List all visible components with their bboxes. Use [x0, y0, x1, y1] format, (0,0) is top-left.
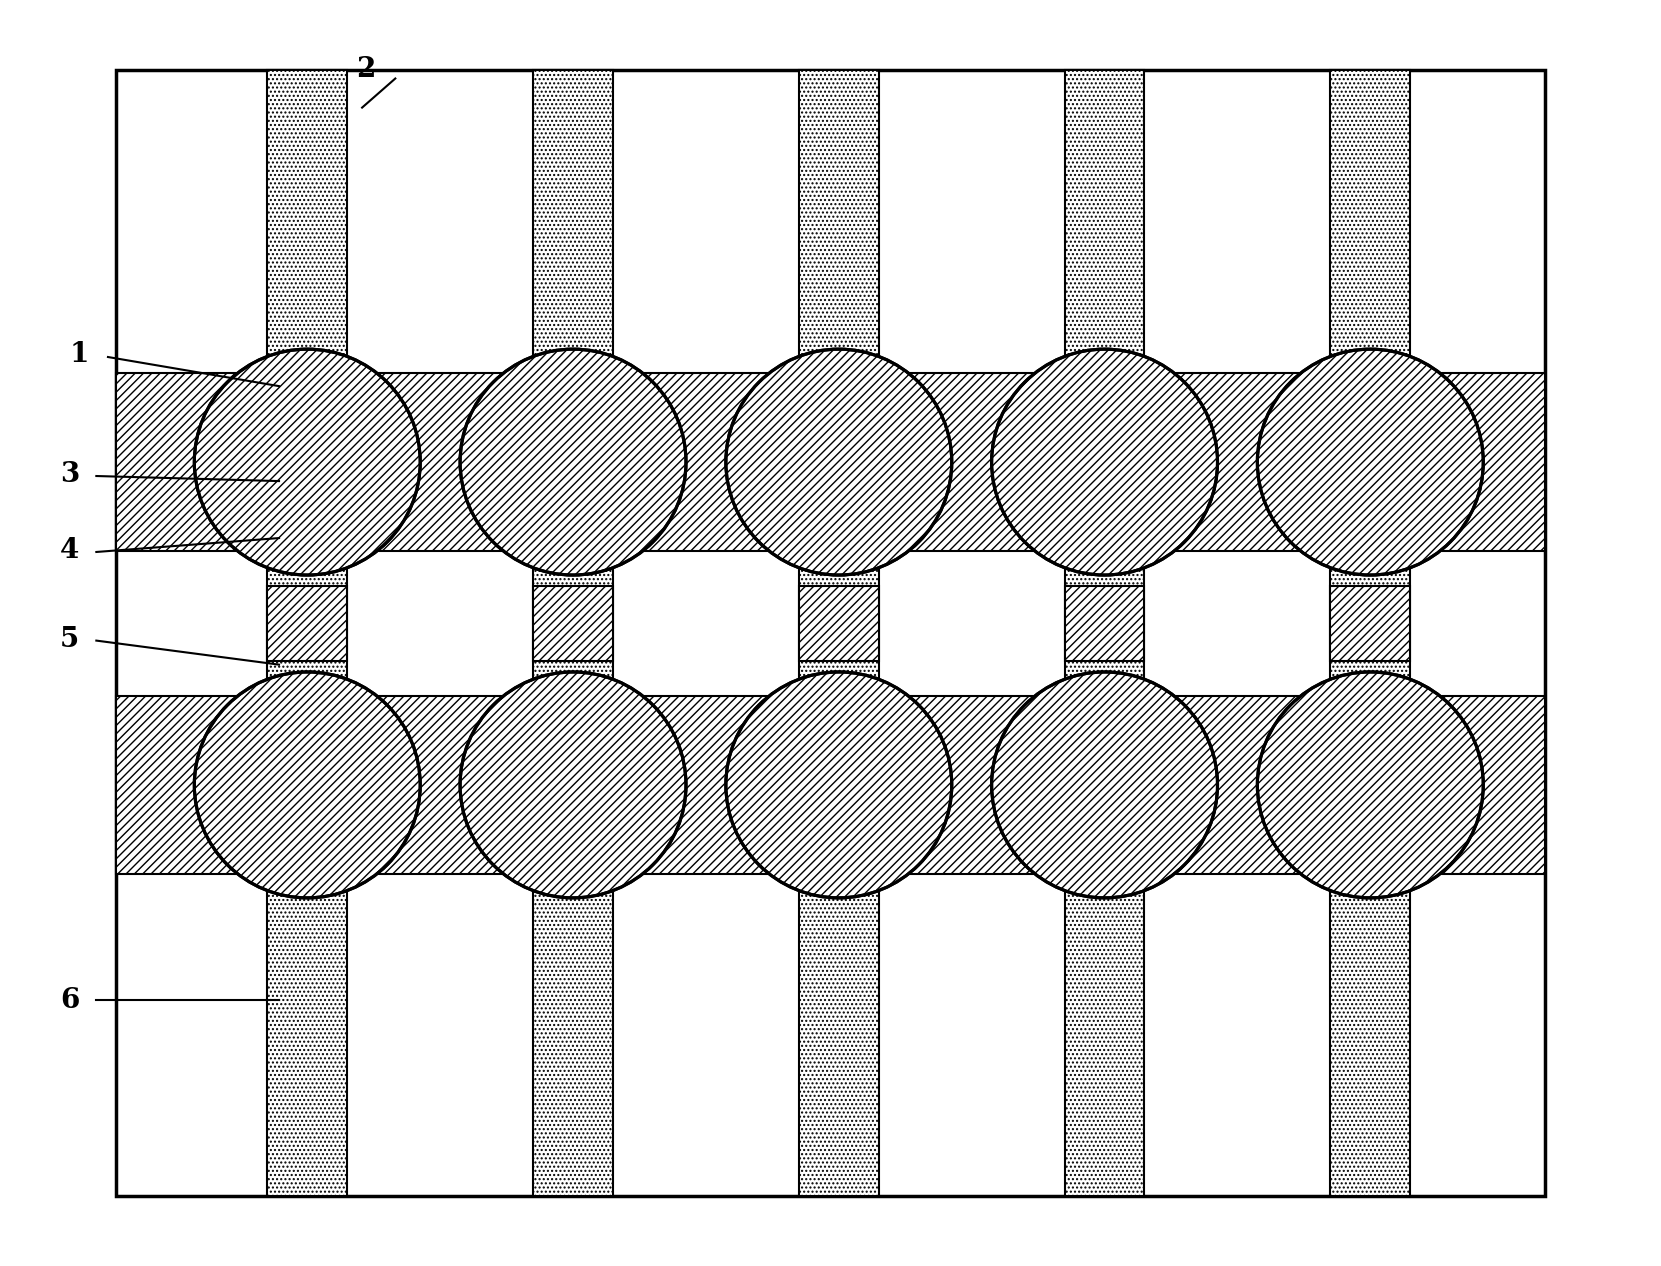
Bar	[1065, 696, 1144, 874]
Bar	[116, 373, 1545, 551]
Circle shape	[460, 349, 686, 575]
Circle shape	[726, 672, 952, 898]
Bar	[116, 696, 1545, 874]
Bar	[267, 696, 347, 874]
Bar	[533, 373, 613, 551]
Circle shape	[1257, 349, 1483, 575]
Circle shape	[992, 672, 1218, 898]
Bar	[267, 70, 347, 1196]
Text: 3: 3	[60, 461, 80, 489]
Bar	[1330, 70, 1410, 1196]
Bar	[1065, 586, 1144, 661]
Bar	[799, 373, 879, 551]
Bar	[533, 70, 613, 1196]
Bar	[267, 373, 347, 551]
Bar	[533, 696, 613, 874]
Bar	[1065, 70, 1144, 1196]
Bar	[799, 696, 879, 874]
Bar	[1330, 586, 1410, 661]
Circle shape	[460, 672, 686, 898]
Bar	[1330, 373, 1410, 551]
Bar	[799, 586, 879, 661]
Bar	[116, 70, 1545, 1196]
Circle shape	[194, 672, 420, 898]
Circle shape	[194, 349, 420, 575]
Bar	[267, 586, 347, 661]
Text: 1: 1	[70, 341, 90, 368]
Text: 5: 5	[60, 625, 80, 653]
Text: 6: 6	[60, 986, 80, 1014]
Bar	[533, 586, 613, 661]
Circle shape	[1257, 672, 1483, 898]
Text: 4: 4	[60, 537, 80, 565]
Bar	[1065, 373, 1144, 551]
Bar	[799, 70, 879, 1196]
Circle shape	[992, 349, 1218, 575]
Bar	[1330, 696, 1410, 874]
Text: 2: 2	[355, 56, 375, 84]
Circle shape	[726, 349, 952, 575]
